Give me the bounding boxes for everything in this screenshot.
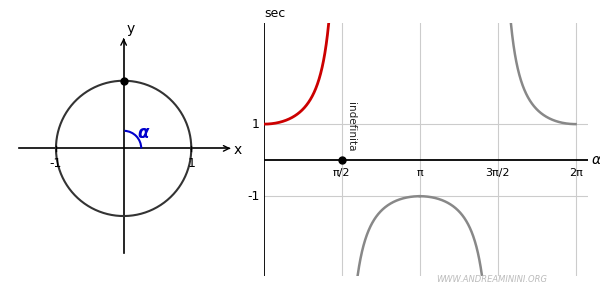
Text: indefinita: indefinita — [346, 102, 356, 152]
Text: π/2: π/2 — [333, 168, 350, 178]
Text: -1: -1 — [50, 157, 62, 170]
Text: -1: -1 — [248, 190, 260, 203]
Text: x: x — [233, 143, 241, 157]
Text: sec: sec — [264, 7, 285, 20]
Text: y: y — [127, 22, 135, 36]
Text: α: α — [592, 153, 600, 167]
Text: WWW.ANDREAMININI.ORG: WWW.ANDREAMININI.ORG — [436, 275, 548, 284]
Text: 1: 1 — [252, 118, 260, 130]
Text: α: α — [137, 124, 149, 142]
Text: π: π — [416, 168, 423, 178]
Text: 3π/2: 3π/2 — [485, 168, 510, 178]
Text: 2π: 2π — [569, 168, 583, 178]
Text: 1: 1 — [187, 157, 195, 170]
